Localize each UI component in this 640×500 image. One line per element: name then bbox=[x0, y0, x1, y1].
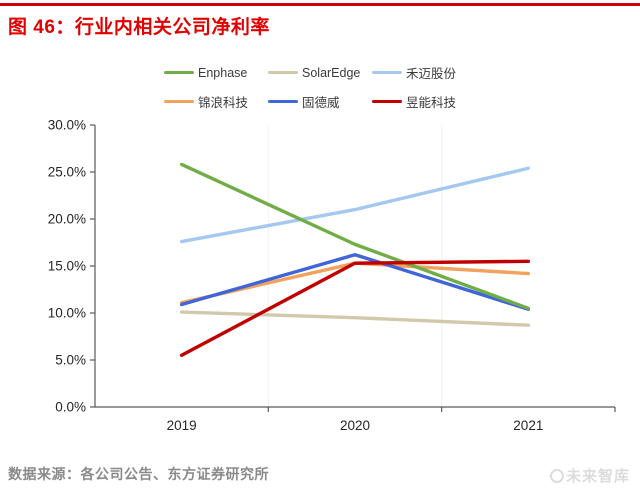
y-tick-label: 30.0% bbox=[48, 118, 86, 133]
series-line-jinlang bbox=[179, 261, 531, 305]
legend-item-hemai: 禾迈股份 bbox=[372, 63, 476, 82]
legend-line-swatch bbox=[164, 70, 194, 75]
legend-item-yuneng: 昱能科技 bbox=[372, 92, 476, 111]
watermark: 未来智库 bbox=[549, 465, 630, 486]
series-line-hemai bbox=[179, 166, 531, 244]
legend-line-swatch bbox=[268, 99, 298, 104]
y-tick-label: 25.0% bbox=[48, 165, 86, 180]
figure-title: 图 46：行业内相关公司净利率 bbox=[8, 17, 270, 38]
legend-line-swatch bbox=[164, 99, 194, 104]
y-tick-label: 0.0% bbox=[55, 400, 86, 415]
series-line-solaredge bbox=[179, 310, 531, 327]
series-line-goodwe bbox=[179, 253, 531, 311]
data-source: 数据来源：各公司公告、东方证券研究所 bbox=[8, 466, 269, 482]
legend-line-swatch bbox=[268, 70, 298, 75]
series-line-yuneng bbox=[179, 259, 531, 357]
series-line-enphase bbox=[179, 162, 531, 310]
legend-label: Enphase bbox=[198, 65, 248, 80]
watermark-logo-icon bbox=[549, 468, 564, 483]
x-tick-label: 2021 bbox=[513, 418, 543, 433]
y-tick-label: 10.0% bbox=[48, 306, 86, 321]
legend-line-swatch bbox=[372, 99, 402, 104]
x-tick-label: 2020 bbox=[340, 418, 370, 433]
legend-label: 禾迈股份 bbox=[406, 67, 457, 81]
legend-item-goodwe: 固德威 bbox=[268, 92, 372, 111]
top-divider bbox=[0, 3, 640, 6]
legend-label: 锦浪科技 bbox=[198, 96, 249, 110]
y-tick-label: 5.0% bbox=[55, 353, 86, 368]
y-tick-label: 15.0% bbox=[48, 259, 86, 274]
legend-item-jinlang: 锦浪科技 bbox=[164, 92, 268, 111]
legend-label: 固德威 bbox=[302, 96, 340, 110]
legend-label: SolarEdge bbox=[302, 65, 361, 80]
watermark-text: 未来智库 bbox=[565, 468, 630, 485]
x-tick-label: 2019 bbox=[167, 418, 197, 433]
legend-item-solaredge: SolarEdge bbox=[268, 63, 372, 82]
legend-label: 昱能科技 bbox=[406, 96, 457, 110]
chart-legend: Enphase SolarEdge 禾迈股份 锦浪科技 固德威 昱能科技 bbox=[164, 63, 476, 111]
legend-line-swatch bbox=[372, 70, 402, 75]
legend-item-enphase: Enphase bbox=[164, 63, 268, 82]
y-tick-label: 20.0% bbox=[48, 212, 86, 227]
